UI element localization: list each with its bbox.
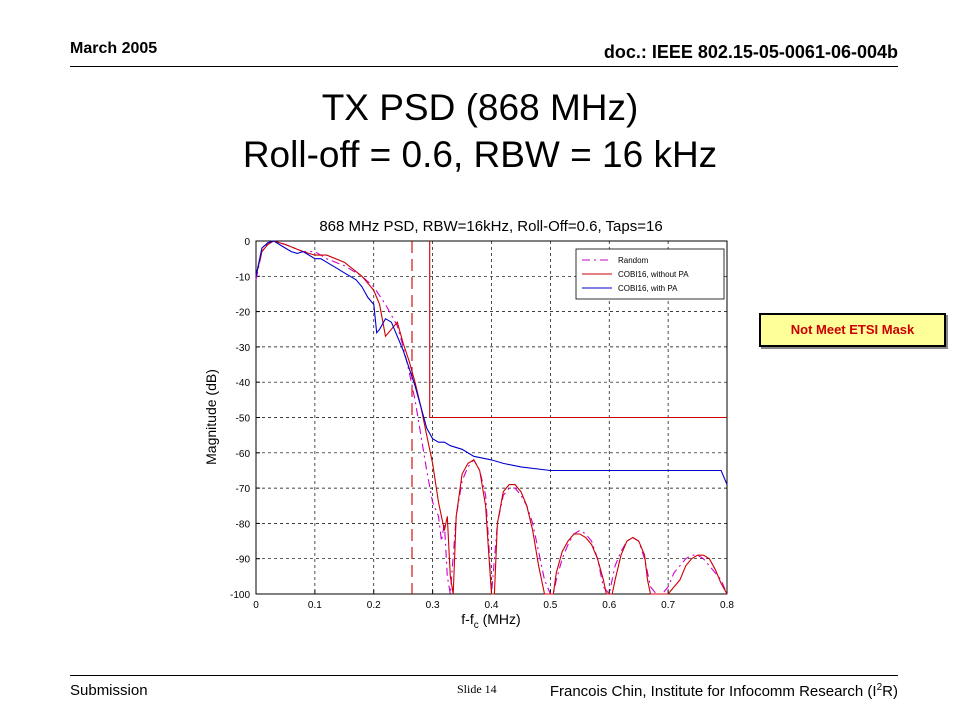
x-tick-label: 0.6	[602, 600, 616, 611]
etsi-mask-callout: Not Meet ETSI Mask	[759, 313, 946, 347]
x-tick-label: 0.1	[308, 600, 322, 611]
series-line-random	[255, 240, 728, 596]
legend: Random COBI16, without PA COBI16, with PA	[575, 248, 725, 300]
y-tick-label: -60	[236, 449, 251, 460]
y-tick-label: -80	[236, 519, 251, 530]
document-id: doc.: IEEE 802.15-05-0061-06-004b	[603, 42, 898, 62]
y-axis-label: Magnitude (dB)	[203, 369, 219, 465]
footer-divider	[70, 675, 898, 676]
y-axis-ticks: 0 -10 -20 -30 -40 -50 -60 -70 -80 -90 -100	[230, 237, 260, 601]
series-line-cobi16-without-pa	[255, 240, 728, 595]
mask-line	[429, 241, 727, 419]
x-tick-label: 0.3	[426, 600, 440, 611]
series-layer	[255, 240, 728, 596]
slide-date: March 2005	[70, 40, 158, 57]
slide-number: Slide 14	[457, 682, 497, 696]
slide-title-line1: TX PSD (868 MHz)	[321, 87, 639, 128]
footer-author: Francois Chin, Institute for Infocomm Re…	[549, 682, 898, 700]
x-axis-label: f-fc (MHz)	[461, 611, 520, 631]
y-tick-label: -10	[236, 272, 251, 283]
legend-label: COBI16, with PA	[618, 284, 678, 293]
x-tick-label: 0.8	[720, 600, 734, 611]
psd-chart: 868 MHz PSD, RBW=16kHz, Roll-Off=0.6, Ta…	[196, 208, 736, 643]
header-divider	[70, 66, 898, 67]
y-tick-label: -70	[236, 484, 251, 495]
y-tick-label: -30	[236, 343, 251, 354]
x-tick-label: 0.4	[485, 600, 499, 611]
y-tick-label: -20	[236, 308, 251, 319]
x-axis-ticks: 0 0.1 0.2 0.3 0.4 0.5 0.6 0.7 0.8	[253, 590, 734, 611]
psd-chart-svg: 868 MHz PSD, RBW=16kHz, Roll-Off=0.6, Ta…	[203, 218, 734, 631]
chart-title: 868 MHz PSD, RBW=16kHz, Roll-Off=0.6, Ta…	[319, 218, 662, 235]
y-tick-label: -40	[236, 378, 251, 389]
footer-submission: Submission	[70, 682, 148, 699]
legend-label: COBI16, without PA	[618, 270, 689, 279]
x-tick-label: 0.7	[661, 600, 675, 611]
y-tick-label: -100	[230, 590, 250, 601]
x-tick-label: 0.5	[543, 600, 557, 611]
slide-title-line2: Roll-off = 0.6, RBW = 16 kHz	[242, 134, 718, 175]
x-tick-label: 0	[253, 600, 259, 611]
x-tick-label: 0.2	[367, 600, 381, 611]
series-line-cobi16-with-pa	[255, 240, 728, 485]
y-tick-label: 0	[244, 237, 250, 248]
y-tick-label: -50	[236, 414, 251, 425]
y-tick-label: -90	[236, 555, 251, 566]
legend-label: Random	[618, 256, 649, 265]
